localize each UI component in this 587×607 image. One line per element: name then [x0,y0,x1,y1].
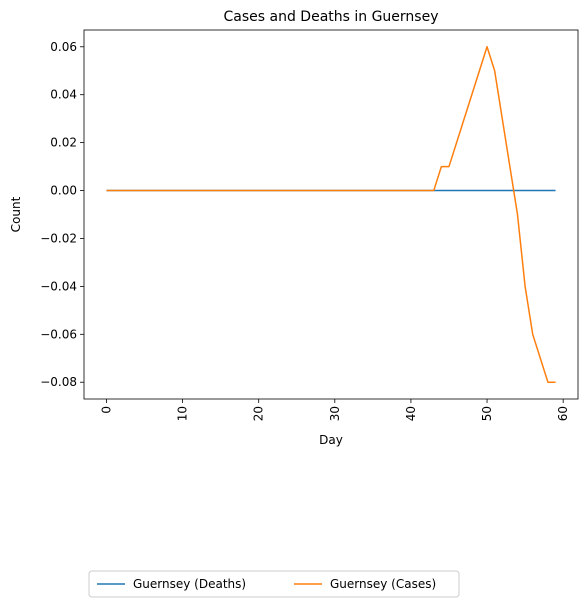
x-axis: 0 10 20 30 40 50 60 [99,399,570,421]
x-tick-label: 10 [176,406,190,421]
x-axis-title: Day [319,433,343,447]
chart-title: Cases and Deaths in Guernsey [224,9,439,25]
x-tick-label: 40 [404,406,418,421]
x-tick-label: 50 [480,406,494,421]
x-tick-label: 30 [328,406,342,421]
y-tick-label: 0.00 [50,184,77,198]
x-tick-label: 0 [99,406,113,414]
plot-area [83,29,579,400]
legend: Guernsey (Deaths) Guernsey (Cases) [88,570,460,598]
y-tick-label: −0.02 [40,231,77,245]
y-tick-label: −0.06 [40,327,77,341]
x-tick-label: 60 [556,406,570,421]
series-layer [106,46,556,383]
x-tick-label: 20 [252,406,266,421]
y-tick-label: −0.08 [40,375,77,389]
y-axis-title: Count [9,196,23,232]
y-tick-label: −0.04 [40,279,77,293]
y-tick-label: 0.04 [50,88,77,102]
plot-frame [83,29,579,400]
legend-label-1: Guernsey (Cases) [330,577,436,591]
y-tick-label: 0.02 [50,136,77,150]
series-line-1 [106,46,556,383]
legend-box [88,570,460,598]
y-axis: −0.08 −0.06 −0.04 −0.02 0.00 0.02 0.04 0.06 [40,40,84,389]
y-tick-label: 0.06 [50,40,77,54]
legend-label-0: Guernsey (Deaths) [133,577,246,591]
